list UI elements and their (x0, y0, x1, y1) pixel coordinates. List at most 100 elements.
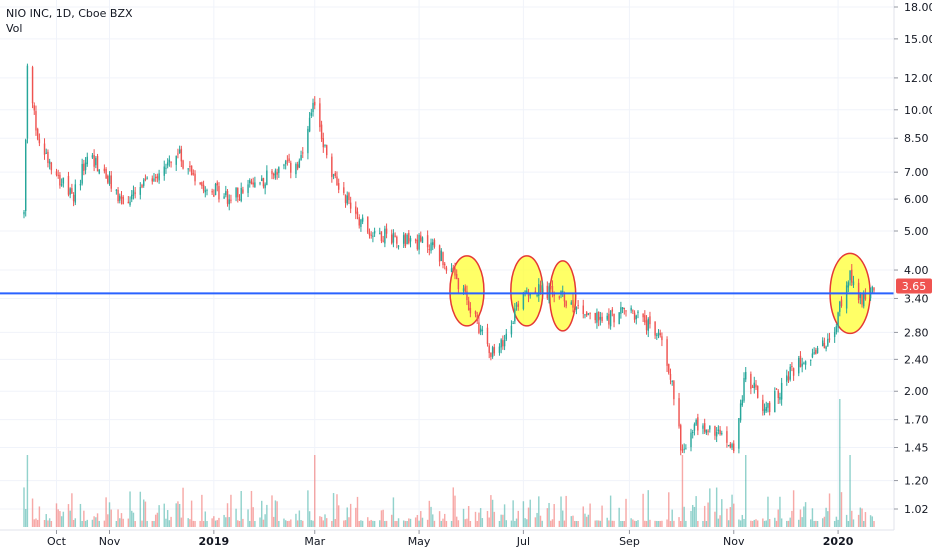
candle-body (397, 245, 400, 247)
volume-bar (726, 508, 728, 527)
grid-lines (0, 0, 894, 530)
candle-body (396, 236, 398, 244)
volume-bar (225, 517, 227, 527)
candle-body (550, 286, 552, 288)
candle-body (594, 312, 596, 321)
candle-body (356, 211, 359, 215)
candle-body (204, 190, 207, 193)
volume-bar (596, 520, 598, 527)
candle-body (553, 293, 555, 297)
volume-bar (803, 506, 805, 527)
volume-bar (261, 500, 263, 527)
volume-bar (739, 520, 742, 527)
candle-body (654, 321, 656, 336)
candle-body (168, 159, 171, 163)
volume-bar (432, 514, 434, 527)
candle-body (295, 163, 297, 175)
candle-body (597, 311, 600, 321)
volume-bar (756, 520, 759, 527)
volume-bar (189, 519, 191, 527)
candle-body (563, 293, 566, 302)
price-axis[interactable]: 18.00 15.00 12.00 10.00 8.50 7.00 6.00 5.00 4.00… (894, 1, 932, 516)
volume-bar (445, 520, 448, 527)
candle-body (512, 323, 514, 325)
candle-body (189, 165, 191, 167)
volume-bar (74, 518, 77, 527)
volume-bar (597, 520, 600, 527)
candle-body (440, 250, 443, 261)
price-axis-tick-label: 18.00 (904, 1, 932, 14)
volume-bar (146, 520, 148, 527)
volume-bar (158, 505, 160, 527)
volume-bar (67, 504, 70, 527)
candle-body (642, 313, 644, 318)
candle-body (801, 363, 803, 367)
candle-body (154, 176, 157, 178)
candle-body (390, 234, 393, 244)
volume-bar (654, 520, 656, 527)
volume-bar (134, 520, 136, 527)
volume-bar (331, 520, 333, 527)
candle-body (272, 173, 275, 176)
volume-bar (396, 521, 398, 527)
volume-bar (527, 507, 530, 527)
volume-bar (115, 520, 118, 527)
candle-body (83, 163, 85, 171)
volume-bar (462, 508, 465, 527)
symbol-title[interactable]: NIO INC, 1D, Cboe BZX (6, 7, 133, 20)
volume-bar (804, 502, 807, 527)
candle-body (577, 304, 579, 306)
candle-body (765, 407, 767, 411)
volume-bar (514, 520, 516, 527)
candle-body (585, 312, 588, 316)
candle-body (296, 164, 299, 169)
volume-bar (691, 504, 694, 527)
volume-bar (153, 520, 155, 527)
candle-body (67, 176, 70, 195)
candle-body (763, 408, 766, 413)
volume-bar (575, 520, 578, 527)
candle-body (825, 346, 827, 349)
volume-bar (278, 520, 280, 527)
volume-bar (165, 518, 167, 527)
volume-bar (538, 496, 540, 527)
volume-bar (131, 510, 133, 527)
volume-bar (143, 499, 145, 527)
candle-body (326, 145, 328, 156)
candle-body (180, 148, 183, 162)
candle-body (146, 177, 148, 179)
candle-body (187, 168, 189, 170)
candle-body (645, 320, 648, 331)
candle-body (214, 184, 217, 195)
volume-bar (38, 506, 41, 527)
price-axis-tick-label: 4.00 (904, 264, 929, 277)
candle-body (141, 185, 143, 188)
candle-body (625, 310, 627, 312)
volume-bar (310, 520, 313, 527)
candle-body (132, 190, 135, 196)
volume-label[interactable]: Vol (6, 22, 23, 35)
last-price-tag: 3.65 (896, 278, 932, 294)
volume-bar (177, 501, 179, 527)
volume-bar (678, 517, 680, 527)
candle-body (753, 382, 755, 389)
candle-body (791, 366, 793, 368)
volume-bar (864, 512, 867, 527)
candle-body (166, 162, 169, 166)
candle-body (656, 334, 658, 336)
candle-body (840, 299, 843, 307)
volume-bar (452, 487, 454, 527)
candle-body (153, 178, 155, 181)
volume-bar (349, 503, 352, 527)
volume-bar (526, 519, 528, 527)
volume-bar (71, 493, 73, 527)
candle-body (839, 301, 841, 312)
candle-body (216, 182, 218, 186)
time-axis[interactable]: Oct Nov 2019 Mar May Jul Sep Nov 2020 (47, 530, 854, 548)
volume-bar (406, 520, 408, 527)
candle-body (599, 316, 602, 320)
candle-body (541, 285, 543, 293)
time-axis-tick-label: Sep (619, 535, 640, 548)
time-axis-tick-label: Jul (516, 535, 530, 548)
